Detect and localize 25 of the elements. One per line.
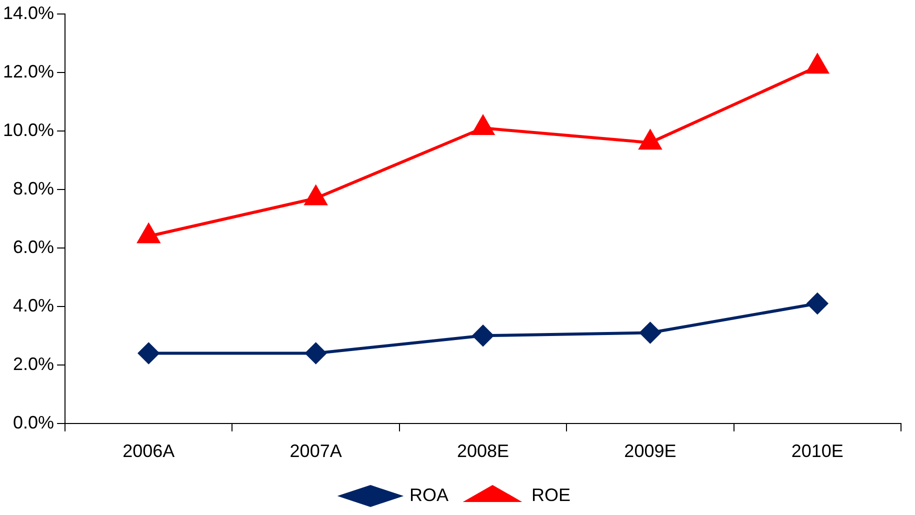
- point: [806, 293, 828, 314]
- point: [640, 322, 661, 344]
- point: [305, 342, 326, 364]
- x-tick-label: 2010E: [791, 441, 844, 462]
- point: [138, 224, 160, 244]
- legend-label: ROA: [409, 484, 449, 505]
- point: [472, 325, 494, 346]
- legend-label: ROE: [532, 484, 571, 505]
- point: [806, 54, 828, 74]
- y-tick-label: 0.0%: [13, 412, 54, 432]
- y-tick-label: 8.0%: [13, 178, 54, 198]
- point: [304, 186, 327, 206]
- y-tick-label: 6.0%: [13, 236, 54, 257]
- point: [639, 130, 662, 150]
- x-tick-label: 2006A: [122, 441, 175, 462]
- x-tick-label: 2007A: [290, 441, 342, 462]
- y-tick-label: 12.0%: [2, 61, 54, 82]
- x-tick-label: 2009E: [624, 441, 676, 462]
- y-tick-label: 14.0%: [2, 2, 54, 23]
- point: [138, 342, 160, 364]
- y-tick-label: 10.0%: [2, 120, 54, 140]
- y-tick-label: 2.0%: [13, 354, 54, 374]
- x-tick-label: 2008E: [456, 441, 510, 462]
- point: [472, 116, 494, 136]
- y-tick-label: 4.0%: [13, 295, 54, 316]
